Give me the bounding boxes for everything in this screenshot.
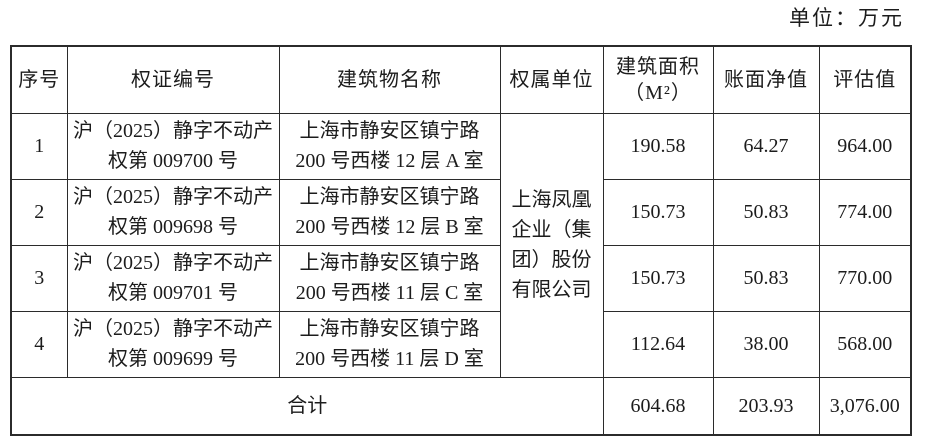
seq-cell: 3 bbox=[10, 244, 68, 312]
building-cell: 上海市静安区镇宁路 200 号西楼 11 层 C 室 bbox=[278, 244, 501, 312]
table-row: 1 沪（2025）静字不动产权第 009700 号 上海市静安区镇宁路 200 … bbox=[10, 112, 912, 378]
appraised-value-cell: 770.00 bbox=[818, 244, 912, 312]
cert-cell: 沪（2025）静字不动产权第 009699 号 bbox=[66, 310, 280, 378]
book-value-cell: 50.83 bbox=[712, 178, 820, 246]
seq-cell: 4 bbox=[10, 310, 68, 378]
table-row: 2 沪（2025）静字不动产权第 009698 号 上海市静安区镇宁路 200 … bbox=[10, 178, 912, 246]
building-cell: 上海市静安区镇宁路 200 号西楼 12 层 A 室 bbox=[278, 112, 501, 180]
col-header-owner: 权属单位 bbox=[499, 45, 604, 114]
total-label-cell: 合计 bbox=[10, 376, 604, 436]
col-header-book-value: 账面净值 bbox=[712, 45, 820, 114]
cert-cell: 沪（2025）静字不动产权第 009698 号 bbox=[66, 178, 280, 246]
cert-cell: 沪（2025）静字不动产权第 009700 号 bbox=[66, 112, 280, 180]
seq-cell: 2 bbox=[10, 178, 68, 246]
area-header-line1: 建筑面积 bbox=[616, 55, 700, 78]
book-value-cell: 64.27 bbox=[712, 112, 820, 180]
total-row: 合计 604.68 203.93 3,076.00 bbox=[10, 376, 912, 436]
area-cell: 150.73 bbox=[602, 178, 714, 246]
header-row: 序号 权证编号 建筑物名称 权属单位 建筑面积 （M²） 账面净值 评估值 bbox=[10, 45, 912, 114]
area-cell: 150.73 bbox=[602, 244, 714, 312]
area-cell: 112.64 bbox=[602, 310, 714, 378]
area-header-line2: （M²） bbox=[624, 81, 692, 104]
unit-label: 单位：万元 bbox=[789, 6, 904, 30]
col-header-building: 建筑物名称 bbox=[278, 45, 501, 114]
book-value-cell: 38.00 bbox=[712, 310, 820, 378]
col-header-cert: 权证编号 bbox=[66, 45, 280, 114]
cert-cell: 沪（2025）静字不动产权第 009701 号 bbox=[66, 244, 280, 312]
building-cell: 上海市静安区镇宁路 200 号西楼 12 层 B 室 bbox=[278, 178, 501, 246]
total-book-value-cell: 203.93 bbox=[712, 376, 820, 436]
asset-table: 序号 权证编号 建筑物名称 权属单位 建筑面积 （M²） 账面净值 评估值 1 … bbox=[10, 45, 912, 436]
building-cell: 上海市静安区镇宁路 200 号西楼 11 层 D 室 bbox=[278, 310, 501, 378]
total-appraised-value-cell: 3,076.00 bbox=[818, 376, 912, 436]
col-header-area: 建筑面积 （M²） bbox=[602, 45, 714, 114]
table-body: 1 沪（2025）静字不动产权第 009700 号 上海市静安区镇宁路 200 … bbox=[10, 112, 912, 436]
area-cell: 190.58 bbox=[602, 112, 714, 180]
col-header-appraised-value: 评估值 bbox=[818, 45, 912, 114]
total-area-cell: 604.68 bbox=[602, 376, 714, 436]
owner-cell: 上海凤凰企业（集团）股份有限公司 bbox=[499, 112, 604, 378]
table-row: 4 沪（2025）静字不动产权第 009699 号 上海市静安区镇宁路 200 … bbox=[10, 310, 912, 378]
table-row: 3 沪（2025）静字不动产权第 009701 号 上海市静安区镇宁路 200 … bbox=[10, 244, 912, 312]
seq-cell: 1 bbox=[10, 112, 68, 180]
col-header-seq: 序号 bbox=[10, 45, 68, 114]
appraised-value-cell: 964.00 bbox=[818, 112, 912, 180]
appraised-value-cell: 774.00 bbox=[818, 178, 912, 246]
book-value-cell: 50.83 bbox=[712, 244, 820, 312]
table-header: 序号 权证编号 建筑物名称 权属单位 建筑面积 （M²） 账面净值 评估值 bbox=[10, 45, 912, 114]
appraised-value-cell: 568.00 bbox=[818, 310, 912, 378]
